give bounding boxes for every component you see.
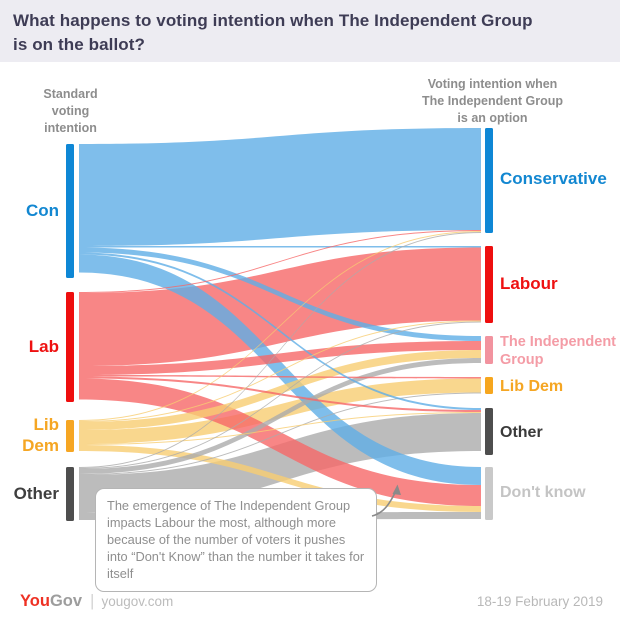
title-bar: What happens to voting intention when Th… [0,0,620,62]
flow-ld-to-lab_r [79,320,481,422]
flow-oth-to-ld_r [79,392,481,475]
annotation-text: The emergence of The Independent Group i… [107,498,365,582]
node-label-other-right: Other [500,424,543,441]
logo-you: You [20,592,50,610]
flow-ld-to-cons_r [79,231,481,421]
flow-oth-to-lab_r [79,321,481,469]
flow-con-to-cons_r [79,128,481,246]
node-bar-con [66,144,74,278]
node-label-dont-know: Don't know [500,484,586,501]
node-bar-oth_r [485,408,493,455]
flow-lab-to-ld_r [79,375,481,379]
flow-con-to-tig_r [79,247,481,341]
node-bar-dk_r [485,467,493,520]
flow-ld-to-oth_r [79,412,481,445]
node-label-lab: Lab [28,337,59,356]
flow-con-to-oth_r [79,252,481,410]
fieldwork-date: 18-19 February 2019 [476,594,603,609]
node-bar-oth [66,467,74,521]
flow-con-to-dk_r [79,254,481,485]
node-label-lib-dem-right: Lib Dem [500,378,564,395]
flow-oth-to-cons_r [79,232,481,468]
node-label-con: Con [25,201,59,220]
node-label-independent-group: The Independent Group [500,334,616,369]
node-bar-tig_r [485,336,493,364]
flow-con-to-lab_r [79,246,481,248]
right-axis-header: Voting intention when The Independent Gr… [422,77,563,125]
flow-lab-to-lab_r [79,247,481,366]
node-label-labour: Labour [500,274,558,293]
yougov-url[interactable]: yougov.com [101,594,174,609]
flow-ld-to-tig_r [79,350,481,430]
node-bar-lab_r [485,246,493,323]
logo-divider: | [90,591,95,610]
left-axis-header: Standard voting intention [43,87,98,135]
node-label-lib-dem: Lib Dem [22,415,59,455]
node-label-conservative: Conservative [500,169,607,188]
node-bar-ld [66,420,74,452]
flow-lab-to-oth_r [79,376,481,412]
flow-oth-to-tig_r [79,358,481,474]
logo-gov: Gov [49,592,83,610]
page-title: What happens to voting intention when Th… [13,11,533,55]
node-bar-lab [66,292,74,402]
yougov-logo: You Gov | yougov.com [20,591,173,611]
node-label-other: Other [13,484,59,503]
flow-ld-to-dk_r [79,445,481,512]
flow-lab-to-tig_r [79,341,481,375]
node-bar-cons_r [485,128,493,233]
flow-lab-to-cons_r [79,230,481,293]
annotation-callout: The emergence of The Independent Group i… [95,488,377,593]
flow-ld-to-ld_r [79,378,481,444]
node-bar-ld_r [485,377,493,394]
